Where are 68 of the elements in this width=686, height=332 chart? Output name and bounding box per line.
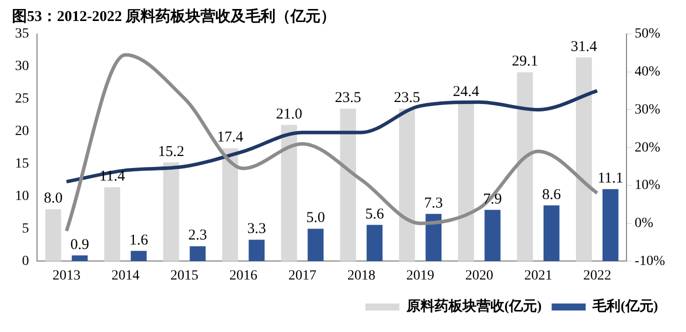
bar [340, 108, 356, 262]
bar [484, 210, 500, 262]
bar [281, 124, 298, 262]
data-label: 8.6 [542, 186, 562, 203]
data-label: 3.3 [247, 221, 266, 238]
data-label: 21.0 [276, 106, 302, 122]
data-label: 11.1 [598, 170, 624, 187]
x-tick-label: 2014 [111, 268, 140, 284]
data-label: 5.6 [365, 206, 384, 222]
data-label: 29.1 [512, 54, 538, 70]
data-label: 11.4 [99, 168, 126, 185]
bar [544, 205, 560, 262]
data-label: 31.4 [570, 38, 598, 55]
bar [602, 189, 618, 262]
y-tick-label: 5 [22, 221, 29, 236]
legend-label: 原料药板块营收(亿元) [405, 298, 542, 315]
x-tick-label: 2017 [288, 268, 316, 284]
bar [366, 224, 383, 262]
x-tick-label: 2018 [347, 268, 376, 284]
bar [222, 148, 238, 262]
data-label: 24.4 [452, 84, 480, 100]
x-tick-label: 2016 [229, 268, 258, 284]
y-tick-label: 0 [22, 254, 29, 269]
bar [130, 250, 147, 262]
chart-title: 图53：2012-2022 原料药板块营收及毛利（亿元） [12, 8, 336, 25]
bar [163, 162, 180, 262]
data-label: 8.0 [44, 190, 63, 207]
y2-tick-label: 50% [634, 26, 661, 42]
data-label: 0.9 [70, 236, 90, 253]
y-tick-label: 30 [15, 59, 29, 74]
y-tick-label: 20 [15, 124, 29, 140]
bar [576, 57, 592, 262]
bar [104, 187, 120, 262]
y-tick-label: 15 [15, 156, 29, 172]
y2-tick-label: 30% [634, 102, 661, 118]
bar [248, 240, 265, 262]
bar [45, 209, 62, 262]
x-tick-label: 2013 [52, 268, 80, 284]
bar [426, 214, 442, 262]
y2-tick-label: 10% [634, 178, 661, 194]
data-label: 23.5 [334, 90, 362, 106]
data-label: 23.5 [394, 90, 420, 106]
bar [458, 102, 474, 262]
bar [190, 246, 206, 262]
data-label: 7.9 [483, 191, 502, 208]
y2-tick-label: 0% [634, 216, 654, 232]
data-label: 2.3 [188, 228, 208, 244]
y2-tick-label: 20% [634, 140, 661, 156]
data-label: 15.2 [158, 144, 184, 160]
bar [516, 72, 533, 262]
x-tick-label: 2021 [524, 268, 552, 284]
y-tick-label: 35 [15, 26, 29, 42]
x-tick-label: 2022 [583, 268, 612, 284]
bar [72, 255, 88, 262]
y-tick-label: 25 [15, 92, 29, 107]
y2-tick-label: 40% [634, 64, 661, 80]
data-label: 1.6 [129, 232, 149, 248]
legend-label: 毛利(亿元) [592, 298, 658, 315]
y2-tick-label: -10% [634, 254, 666, 269]
y-tick-label: 10 [15, 188, 29, 204]
data-label: 17.4 [216, 130, 244, 146]
x-tick-label: 2015 [170, 268, 198, 284]
x-tick-label: 2019 [406, 268, 434, 284]
data-label: 7.3 [424, 195, 443, 212]
data-label: 5.0 [306, 210, 325, 226]
bar [308, 228, 324, 262]
bar [399, 108, 415, 262]
x-tick-label: 2020 [465, 268, 494, 284]
